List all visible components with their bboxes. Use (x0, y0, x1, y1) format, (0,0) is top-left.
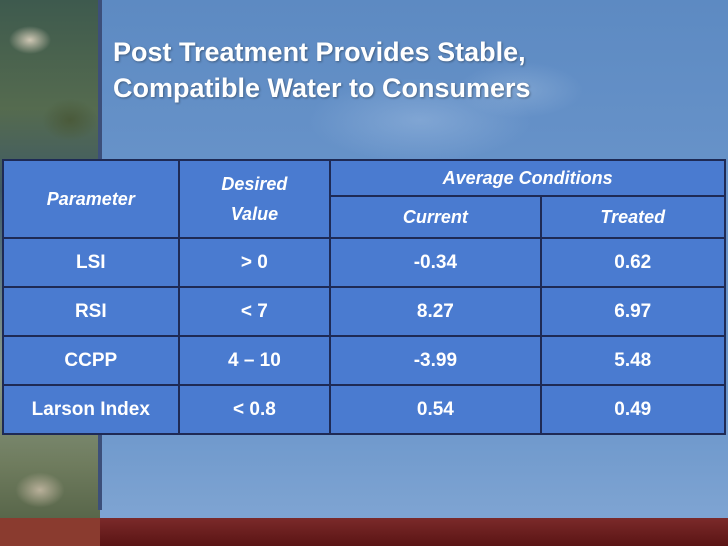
cell-current: -0.34 (329, 237, 542, 288)
table-row: CCPP 4 – 10 -3.99 5.48 (2, 335, 727, 386)
conditions-table: Parameter Desired Value Average Conditio… (2, 159, 727, 435)
header-desired-value: Desired Value (177, 159, 332, 239)
cell-current: -3.99 (329, 335, 542, 386)
header-desired-line2: Value (230, 204, 279, 224)
title-line-1: Post Treatment Provides Stable, (113, 37, 526, 67)
table-row: Larson Index < 0.8 0.54 0.49 (2, 384, 727, 435)
cell-parameter: LSI (2, 237, 180, 288)
table-row: LSI > 0 -0.34 0.62 (2, 237, 727, 288)
cell-parameter: RSI (2, 286, 180, 337)
cell-treated: 6.97 (539, 286, 727, 337)
cell-desired: > 0 (177, 237, 332, 288)
cell-current: 0.54 (329, 384, 542, 435)
header-current: Current (329, 195, 542, 239)
cell-desired: < 0.8 (177, 384, 332, 435)
table-row: RSI < 7 8.27 6.97 (2, 286, 727, 337)
header-row-2: Current Treated (3, 195, 727, 239)
bottom-band (0, 518, 728, 546)
cell-desired: < 7 (177, 286, 332, 337)
header-row-1: Parameter Desired Value Average Conditio… (2, 159, 726, 239)
cell-parameter: Larson Index (2, 384, 180, 435)
title-line-2: Compatible Water to Consumers (113, 73, 531, 103)
slide-title: Post Treatment Provides Stable, Compatib… (113, 34, 713, 106)
header-average-conditions: Average Conditions (329, 159, 726, 197)
header-desired-line1: Desired (221, 174, 288, 194)
cell-current: 8.27 (329, 286, 542, 337)
cell-treated: 5.48 (539, 335, 727, 386)
cell-treated: 0.49 (539, 384, 727, 435)
cell-treated: 0.62 (539, 237, 727, 288)
cell-desired: 4 – 10 (177, 335, 332, 386)
bottom-band-left (0, 518, 100, 546)
cell-parameter: CCPP (2, 335, 180, 386)
header-treated: Treated (539, 195, 727, 239)
header-parameter: Parameter (2, 159, 180, 239)
